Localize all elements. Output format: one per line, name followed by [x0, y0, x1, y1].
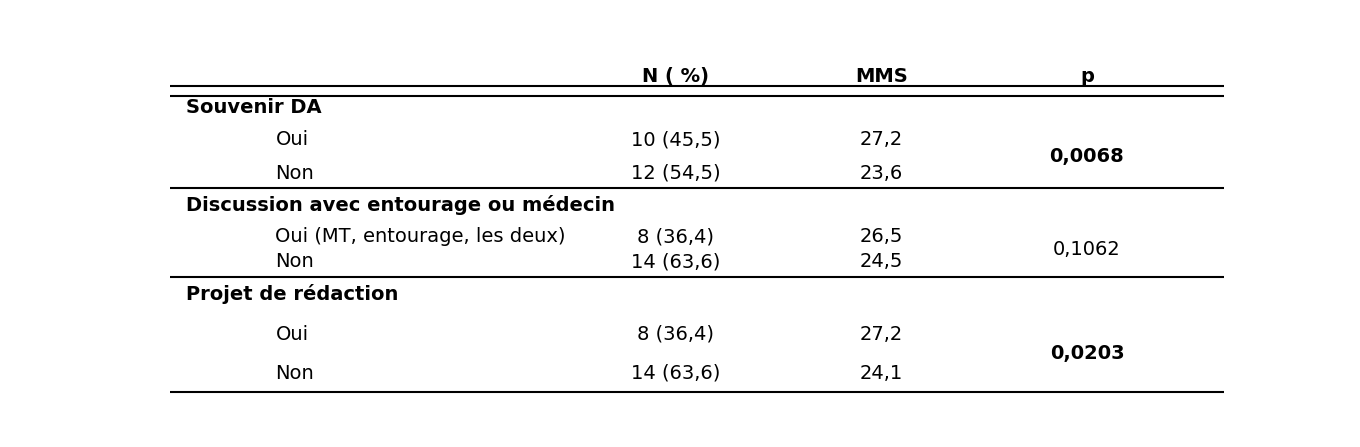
Text: 24,5: 24,5: [860, 252, 903, 271]
Text: 26,5: 26,5: [860, 227, 903, 246]
Text: Discussion avec entourage ou médecin: Discussion avec entourage ou médecin: [186, 195, 615, 215]
Text: MMS: MMS: [855, 67, 908, 85]
Text: 0,0203: 0,0203: [1050, 344, 1125, 363]
Text: 23,6: 23,6: [860, 164, 903, 182]
Text: 24,1: 24,1: [860, 363, 903, 383]
Text: 14 (63,6): 14 (63,6): [631, 363, 721, 383]
Text: Non: Non: [275, 164, 314, 182]
Text: 27,2: 27,2: [860, 325, 903, 344]
Text: 12 (54,5): 12 (54,5): [631, 164, 721, 182]
Text: Non: Non: [275, 252, 314, 271]
Text: Projet de rédaction: Projet de rédaction: [186, 284, 398, 304]
Text: 0,0068: 0,0068: [1050, 147, 1125, 166]
Text: 14 (63,6): 14 (63,6): [631, 252, 721, 271]
Text: p: p: [1080, 67, 1093, 85]
Text: Non: Non: [275, 363, 314, 383]
Text: Souvenir DA: Souvenir DA: [186, 98, 321, 117]
Text: 0,1062: 0,1062: [1053, 240, 1121, 259]
Text: N ( %): N ( %): [642, 67, 710, 85]
Text: Oui: Oui: [275, 130, 309, 149]
Text: Oui (MT, entourage, les deux): Oui (MT, entourage, les deux): [275, 227, 566, 246]
Text: 8 (36,4): 8 (36,4): [638, 325, 714, 344]
Text: 8 (36,4): 8 (36,4): [638, 227, 714, 246]
Text: 27,2: 27,2: [860, 130, 903, 149]
Text: 10 (45,5): 10 (45,5): [631, 130, 721, 149]
Text: Oui: Oui: [275, 325, 309, 344]
